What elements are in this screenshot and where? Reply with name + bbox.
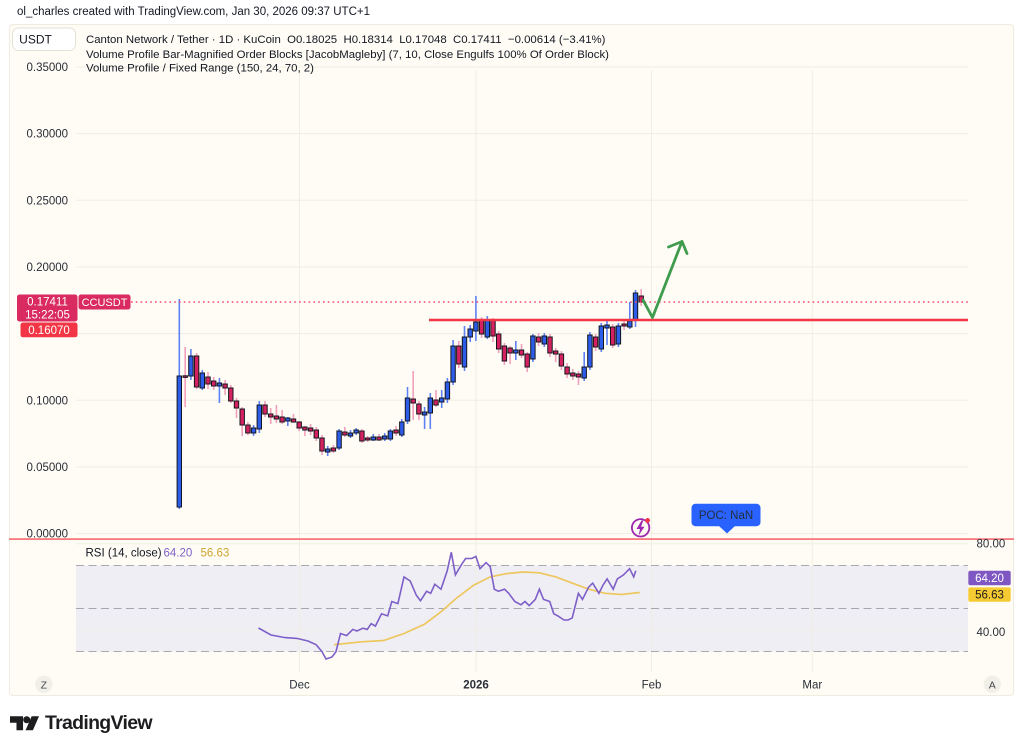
svg-text:0.10000: 0.10000 [27,395,69,407]
svg-text:0.20000: 0.20000 [27,262,69,274]
svg-text:Dec: Dec [289,680,310,692]
svg-text:USDT: USDT [19,33,52,47]
svg-text:64.20: 64.20 [975,573,1004,585]
svg-text:0.05000: 0.05000 [27,462,69,474]
svg-text:80.00: 80.00 [977,539,1006,551]
svg-text:0.25000: 0.25000 [27,195,69,207]
svg-text:56.63: 56.63 [201,548,230,560]
svg-text:0.16070: 0.16070 [28,325,70,337]
svg-text:Z: Z [41,679,48,691]
svg-text:RSI (14, close): RSI (14, close) [86,548,162,560]
svg-text:Volume Profile Bar-Magnified O: Volume Profile Bar-Magnified Order Block… [86,49,609,61]
svg-text:Volume Profile / Fixed Range (: Volume Profile / Fixed Range (150, 24, 7… [86,62,314,74]
svg-text:40.00: 40.00 [977,627,1006,639]
svg-text:Feb: Feb [642,680,662,692]
svg-text:64.20: 64.20 [164,548,193,560]
svg-text:15:22:05: 15:22:05 [25,310,70,322]
svg-text:0.17411: 0.17411 [27,297,68,309]
svg-text:0.35000: 0.35000 [27,62,69,74]
svg-text:0.30000: 0.30000 [27,129,69,141]
svg-text:Mar: Mar [802,680,822,692]
svg-text:0.00000: 0.00000 [27,529,69,541]
svg-text:CCUSDT: CCUSDT [82,297,128,309]
svg-text:2026: 2026 [463,680,489,692]
svg-text:56.63: 56.63 [975,589,1004,601]
svg-text:Canton Network / Tether · 1D ·: Canton Network / Tether · 1D · KuCoin O0… [86,34,606,46]
svg-text:A: A [989,679,996,691]
svg-text:POC: NaN: POC: NaN [699,510,753,522]
